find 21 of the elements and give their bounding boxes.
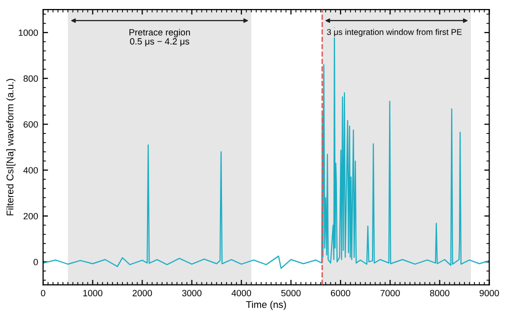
x-tick-label: 6000 bbox=[330, 290, 350, 296]
x-tick-label: 5000 bbox=[281, 290, 301, 296]
band-label: Pretrace region 0.5 μs − 4.2 μs bbox=[129, 28, 190, 46]
x-tick-label: 2000 bbox=[132, 290, 152, 296]
band-label: 3 μs integration window from first PE bbox=[326, 28, 462, 37]
y-tick-label: 200 bbox=[24, 212, 38, 220]
y-tick-label: 800 bbox=[24, 75, 38, 82]
x-tick-label: 3000 bbox=[182, 290, 202, 296]
x-axis-title: Time (ns) bbox=[246, 300, 286, 310]
x-tick-label: 9000 bbox=[480, 290, 499, 296]
x-tick-label: 7000 bbox=[380, 290, 400, 296]
y-tick-label: 1000 bbox=[18, 30, 38, 36]
y-tick-label: 600 bbox=[24, 121, 38, 128]
x-tick-label: 0 bbox=[40, 290, 46, 296]
line-series bbox=[43, 27, 490, 269]
y-tick-label: 0 bbox=[34, 258, 38, 266]
y-axis-title: Filtered CsI[Na] waveform (a.u.) bbox=[6, 78, 16, 216]
x-tick-label: 4000 bbox=[232, 290, 252, 296]
x-tick-label: 8000 bbox=[430, 290, 450, 296]
y-tick-label: 400 bbox=[23, 167, 38, 174]
x-tick-label: 1000 bbox=[83, 290, 102, 296]
